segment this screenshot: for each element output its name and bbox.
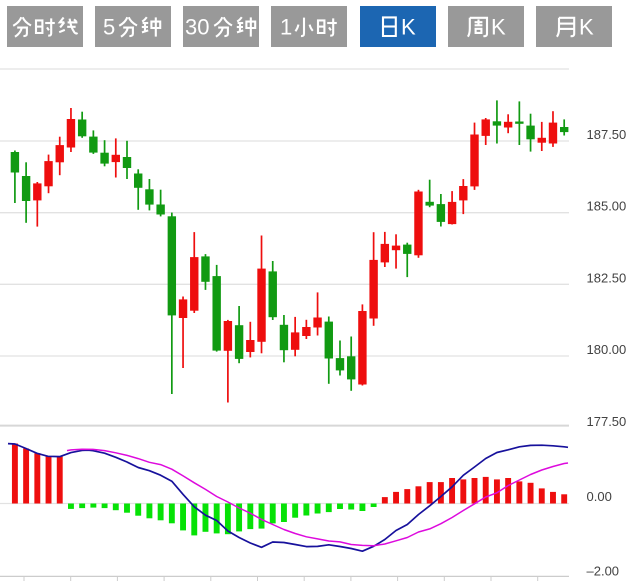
svg-text:187.50: 187.50 — [587, 127, 627, 142]
svg-text:0.00: 0.00 — [587, 489, 612, 504]
svg-text:K: K — [401, 15, 416, 39]
svg-text:182.50: 182.50 — [587, 270, 627, 285]
svg-text:K: K — [579, 15, 594, 39]
svg-text:30: 30 — [185, 15, 209, 39]
svg-text:K: K — [491, 15, 506, 39]
svg-text:185.00: 185.00 — [587, 199, 627, 214]
svg-text:5: 5 — [103, 15, 115, 39]
svg-text:1: 1 — [280, 15, 292, 39]
svg-text:180.00: 180.00 — [587, 342, 627, 357]
svg-text:177.50: 177.50 — [587, 414, 627, 429]
svg-text:–2.00: –2.00 — [587, 564, 620, 579]
